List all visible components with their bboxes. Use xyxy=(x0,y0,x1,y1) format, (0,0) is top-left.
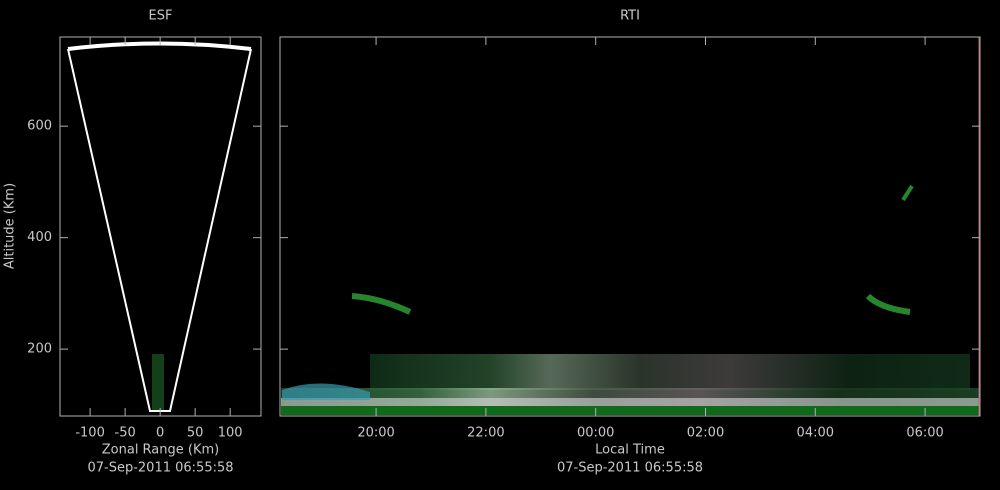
x-tick-label: 06:00 xyxy=(906,426,943,441)
plots: ESF Zonal Range (Km) 07-Sep-2011 06:55:58 A… xyxy=(3,9,981,476)
subtitle: 07-Sep-2011 06:55:58 xyxy=(557,461,703,476)
subtitle: 07-Sep-2011 06:55:58 xyxy=(87,461,233,476)
x-tick-label: 50 xyxy=(187,426,204,441)
x-tick-label: 100 xyxy=(218,426,243,441)
y-axis-label: Altitude (Km) xyxy=(3,183,18,269)
x-tick-label: 22:00 xyxy=(467,426,504,441)
y-tick-label: 200 xyxy=(27,342,52,357)
plot-title: ESF xyxy=(149,9,173,24)
x-tick-label: -100 xyxy=(75,426,105,441)
x-tick-label: 0 xyxy=(156,426,164,441)
x-tick-label: 04:00 xyxy=(797,426,834,441)
rti-image xyxy=(281,184,979,415)
x-tick-label: 20:00 xyxy=(357,426,394,441)
x-tick-label: 00:00 xyxy=(577,426,614,441)
x-axis-label: Zonal Range (Km) xyxy=(102,443,219,458)
x-tick-label: -50 xyxy=(115,426,136,441)
plot-frame xyxy=(279,36,981,417)
x-axis-label: Local Time xyxy=(595,443,665,458)
y-tick-label: 400 xyxy=(27,230,52,245)
y-tick-label: 600 xyxy=(27,119,52,134)
x-tick-label: 02:00 xyxy=(687,426,724,441)
plot-title: RTI xyxy=(620,9,640,24)
